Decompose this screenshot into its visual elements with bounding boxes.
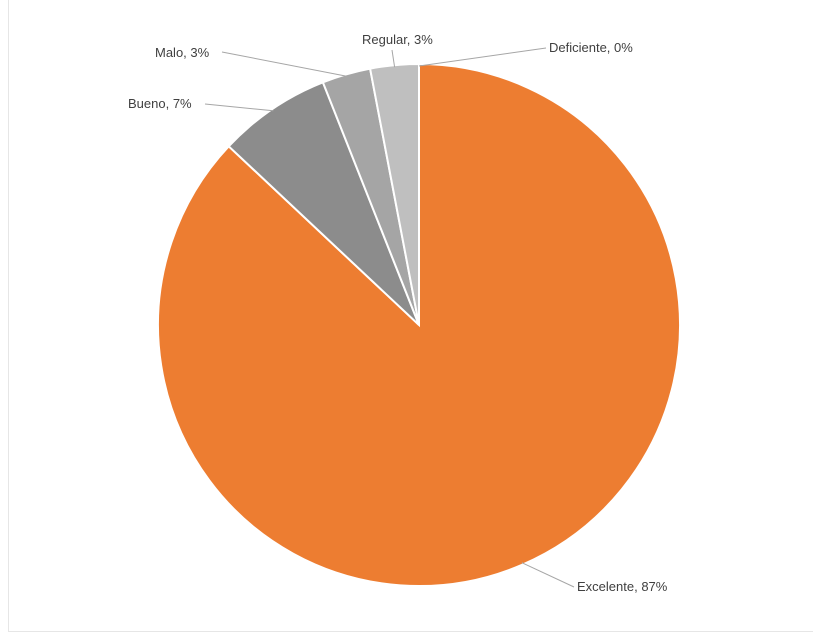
chart-area xyxy=(8,0,813,632)
leader-line-regular xyxy=(391,49,396,68)
leader-line-malo xyxy=(221,51,347,77)
pie-slices xyxy=(157,62,681,587)
data-label-bueno: Bueno, 7% xyxy=(128,96,192,111)
leader-line-excelente xyxy=(521,562,575,588)
data-label-malo: Malo, 3% xyxy=(155,45,210,60)
data-label-deficiente: Deficiente, 0% xyxy=(549,40,633,55)
data-label-excelente: Excelente, 87% xyxy=(577,579,668,594)
pie-slice-bueno xyxy=(227,81,420,326)
leader-line-bueno xyxy=(204,103,274,112)
leader-lines xyxy=(204,47,575,588)
data-labels: Excelente, 87% Bueno, 7% Malo, 3% Regular, … xyxy=(128,32,668,594)
data-label-regular: Regular, 3% xyxy=(362,32,433,47)
leader-line-deficiente xyxy=(418,47,547,67)
